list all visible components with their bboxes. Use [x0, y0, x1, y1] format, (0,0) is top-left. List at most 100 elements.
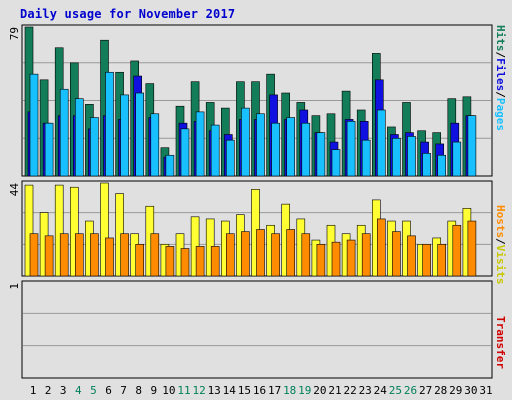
pages-bar-day-27 [422, 153, 431, 177]
x-tick-label-day-23: 23 [359, 384, 372, 397]
pages-bar-day-3 [59, 88, 69, 177]
pages-bar-day-11 [180, 128, 190, 177]
transfer-legend: Transfer [494, 316, 507, 369]
pages-bar-day-18 [286, 117, 296, 177]
x-tick-label-day-9: 9 [150, 384, 157, 397]
x-tick-label-day-16: 16 [253, 384, 266, 397]
pages-bar-day-25 [392, 137, 401, 177]
pages-bar-day-28 [437, 154, 447, 177]
x-tick-label-day-15: 15 [238, 384, 251, 397]
x-tick-label-day-27: 27 [419, 384, 432, 397]
legend-entry: Pages [494, 97, 507, 131]
legend-entry: Transfer [494, 316, 507, 369]
pages-bar-day-16 [256, 113, 265, 177]
x-tick-label-day-18: 18 [283, 384, 296, 397]
hits-files-pages-legend: Hits/Files/Pages [494, 25, 507, 131]
x-tick-label-day-3: 3 [60, 384, 67, 397]
pages-bar-day-12 [195, 111, 205, 177]
pages-bar-day-22 [346, 121, 356, 177]
x-tick-label-day-19: 19 [298, 384, 311, 397]
pages-bar-day-15 [241, 107, 250, 177]
chart-title: Daily usage for November 2017 [20, 7, 236, 21]
pages-bar-day-4 [75, 98, 84, 177]
hosts-bar-day-19 [301, 233, 311, 277]
y-max-label: 79 [8, 27, 21, 40]
x-tick-label-day-29: 29 [449, 384, 462, 397]
hosts-bar-day-15 [241, 231, 250, 277]
hosts-bar-day-16 [256, 229, 265, 277]
x-tick-label-day-8: 8 [135, 384, 142, 397]
hosts-bar-day-4 [75, 233, 84, 277]
x-tick-label-day-1: 1 [30, 384, 37, 397]
hosts-bar-day-22 [346, 239, 356, 277]
pages-bar-day-2 [44, 122, 54, 177]
x-tick-label-day-24: 24 [374, 384, 388, 397]
pages-bar-day-24 [376, 109, 386, 177]
pages-bar-day-13 [210, 124, 220, 177]
pages-bar-day-8 [135, 92, 144, 177]
visits-bar-day-4 [70, 186, 79, 277]
legend-entry: Files [494, 58, 507, 92]
x-tick-label-day-17: 17 [268, 384, 281, 397]
hosts-bar-day-5 [90, 233, 99, 277]
hosts-bar-day-29 [452, 224, 462, 277]
x-tick-label-day-26: 26 [404, 384, 417, 397]
y-max-label: 44 [8, 183, 21, 197]
hosts-bar-day-2 [44, 235, 54, 277]
hosts-bar-day-17 [271, 233, 280, 277]
visits-bar-day-6 [100, 182, 109, 277]
pages-bar-day-29 [452, 141, 462, 177]
pages-bar-day-21 [331, 149, 341, 177]
x-tick-label-day-6: 6 [105, 384, 112, 397]
hosts-bar-day-18 [286, 229, 296, 277]
pages-bar-day-23 [361, 139, 371, 177]
x-tick-label-day-30: 30 [464, 384, 477, 397]
visits-bar-day-3 [54, 184, 64, 277]
x-tick-label-day-13: 13 [208, 384, 221, 397]
hosts-bar-day-23 [361, 233, 371, 277]
pages-bar-day-5 [90, 117, 99, 177]
hosts-visits-legend: Hosts/Visits [494, 205, 507, 285]
hosts-bar-day-13 [210, 246, 220, 277]
legend-entry: / [494, 91, 507, 98]
hosts-bar-day-24 [376, 218, 386, 277]
hosts-bar-day-3 [59, 233, 69, 277]
x-tick-label-day-20: 20 [313, 384, 326, 397]
pages-bar-day-14 [226, 139, 235, 177]
pages-bar-day-30 [467, 115, 477, 177]
hosts-bar-day-30 [467, 220, 477, 277]
pages-bar-day-9 [150, 113, 160, 177]
hosts-bar-day-20 [316, 243, 326, 277]
hosts-bar-day-14 [226, 233, 235, 277]
hosts-bar-day-1 [29, 233, 39, 277]
y-max-label: 1 [8, 283, 21, 290]
x-tick-label-day-22: 22 [343, 384, 356, 397]
x-tick-label-day-28: 28 [434, 384, 447, 397]
pages-bar-day-1 [29, 73, 39, 177]
visits-bar-day-1 [24, 184, 34, 277]
legend-entry: Hosts [494, 205, 507, 239]
hosts-bar-day-26 [407, 235, 416, 277]
hosts-bar-day-10 [165, 246, 175, 277]
hosts-bar-day-25 [392, 231, 401, 277]
hosts-bar-day-12 [195, 246, 205, 277]
x-tick-label-day-21: 21 [328, 384, 341, 397]
legend-entry: Visits [494, 244, 507, 285]
x-tick-label-day-31: 31 [479, 384, 492, 397]
legend-entry: Hits [494, 25, 507, 52]
pages-bar-day-10 [165, 154, 175, 177]
hosts-bar-day-7 [120, 233, 129, 277]
x-tick-label-day-5: 5 [90, 384, 97, 397]
pages-bar-day-6 [105, 71, 114, 177]
hosts-bar-day-27 [422, 243, 431, 277]
legend-entry: / [494, 238, 507, 245]
hosts-bar-day-21 [331, 241, 341, 277]
panel-frame [21, 280, 493, 379]
hosts-bar-day-8 [135, 243, 144, 277]
x-tick-label-day-12: 12 [192, 384, 205, 397]
pages-bar-day-20 [316, 132, 326, 177]
hosts-bar-day-6 [105, 237, 114, 277]
hosts-bar-day-9 [150, 233, 160, 277]
pages-bar-day-19 [301, 122, 311, 177]
